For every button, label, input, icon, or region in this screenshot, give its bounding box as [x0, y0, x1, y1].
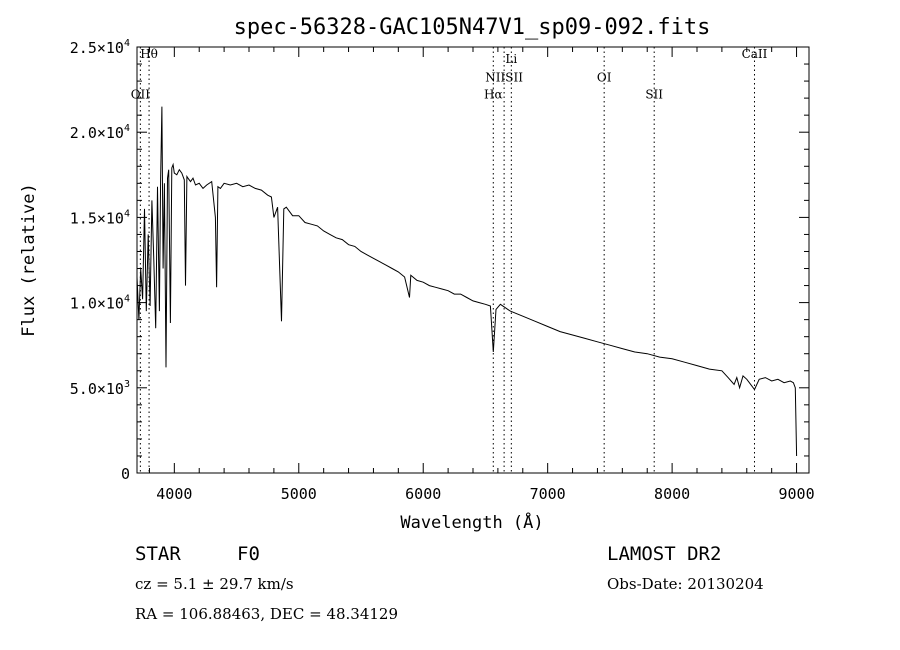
line-marker-label: NIISII	[485, 71, 523, 85]
line-marker-label: OI	[597, 71, 612, 85]
line-marker-label: Hθ	[140, 47, 158, 61]
x-tick-label: 5000	[281, 485, 317, 503]
y-tick-label: 0	[121, 465, 130, 483]
spectrum-chart: spec-56328-GAC105N47V1_sp09-092.fits Hθ O…	[19, 15, 815, 533]
redshift-info: cz = 5.1 ± 29.7 km/s	[135, 575, 294, 593]
x-tick-label: 8000	[654, 485, 690, 503]
spectral-subclass: F0	[237, 543, 260, 565]
line-markers: Hθ OII Li NIISII Hα OI SII CaII	[131, 47, 768, 473]
y-tick-label: 1.5×104	[70, 208, 130, 227]
line-marker-label: OII	[131, 88, 151, 102]
line-marker-label: Li	[505, 52, 517, 66]
axes: 4000 5000 6000 7000 8000 9000 0 5.0×103 1.0×104 1…	[70, 38, 815, 503]
spectrum-series-line	[136, 106, 798, 457]
y-tick-label: 2.0×104	[70, 123, 130, 142]
x-tick-label: 6000	[405, 485, 441, 503]
x-tick-label: 9000	[778, 485, 814, 503]
coordinates-info: RA = 106.88463, DEC = 48.34129	[135, 605, 399, 623]
x-axis-label: Wavelength (Å)	[400, 511, 543, 533]
survey-name: LAMOST DR2	[607, 543, 722, 565]
y-axis-label: Flux (relative)	[19, 183, 39, 337]
y-tick-label: 5.0×103	[70, 379, 130, 398]
x-tick-label: 4000	[156, 485, 192, 503]
y-tick-label: 1.0×104	[70, 294, 130, 313]
y-tick-label: 2.5×104	[70, 38, 130, 57]
plot-frame	[136, 46, 810, 474]
line-marker-label: CaII	[742, 47, 768, 61]
line-marker-label: Hα	[484, 88, 503, 102]
object-class: STAR	[135, 543, 181, 565]
observation-date: Obs-Date: 20130204	[607, 575, 764, 593]
x-tick-label: 7000	[530, 485, 566, 503]
chart-title: spec-56328-GAC105N47V1_sp09-092.fits	[234, 15, 711, 40]
line-marker-label: SII	[645, 88, 663, 102]
